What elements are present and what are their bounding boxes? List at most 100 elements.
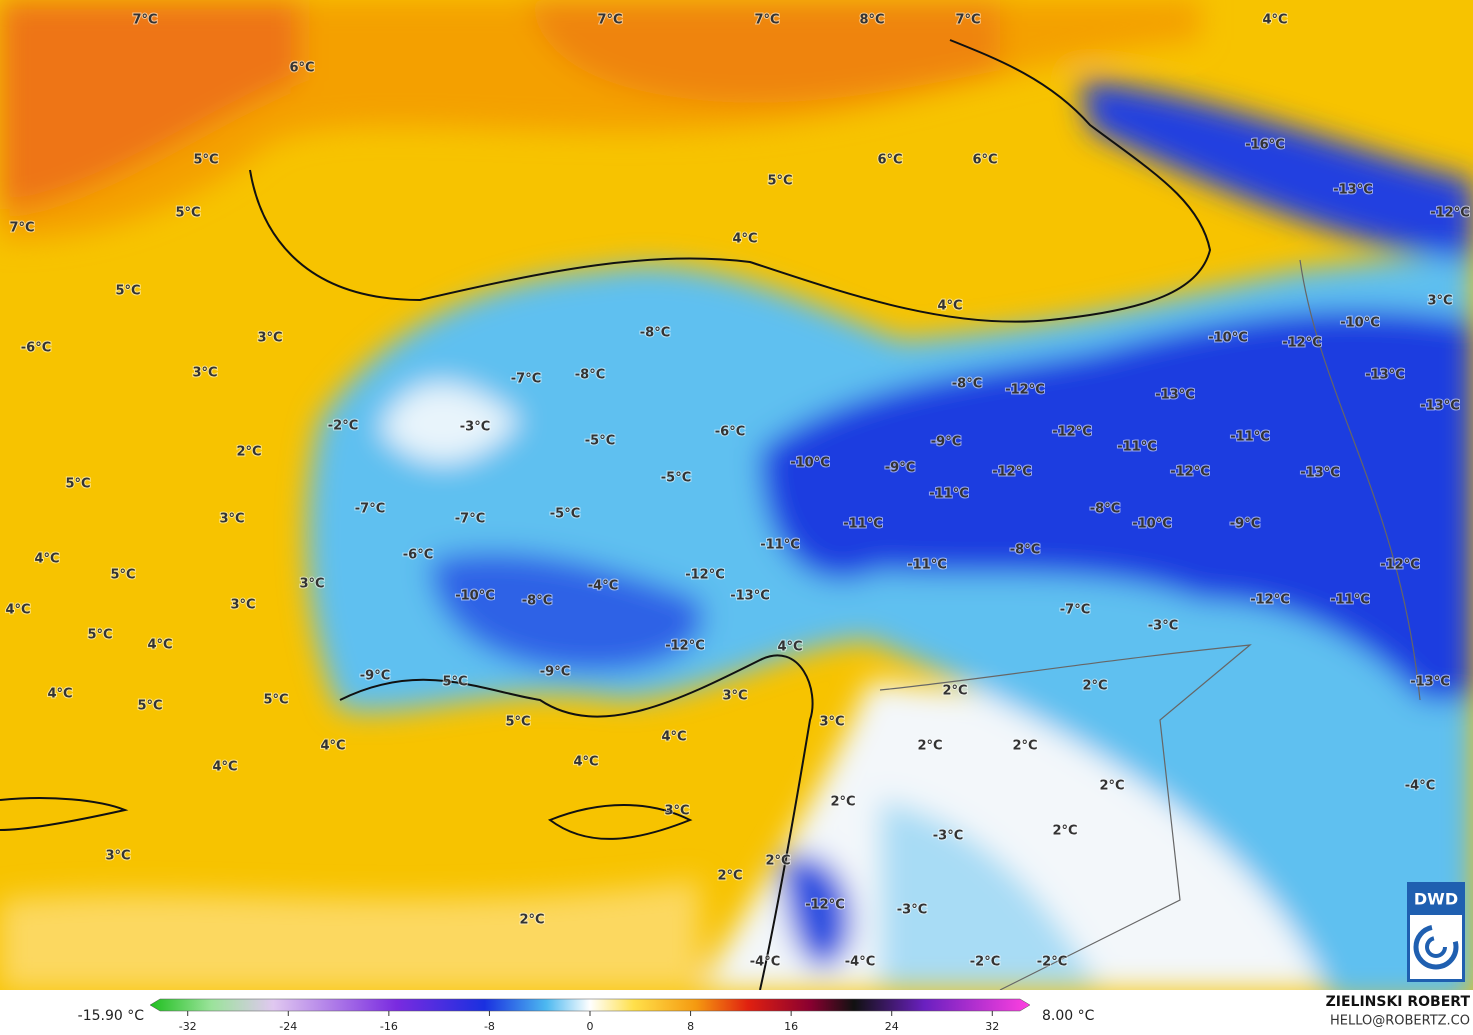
temperature-label: 3°C bbox=[219, 512, 244, 527]
temperature-label: -12°C bbox=[1380, 558, 1420, 573]
temperature-label: 3°C bbox=[722, 689, 747, 704]
colorbar-max: 8.00 °C bbox=[1042, 1008, 1095, 1024]
temperature-label: -12°C bbox=[1282, 336, 1322, 351]
temperature-label: 2°C bbox=[519, 913, 544, 928]
temperature-label: 7°C bbox=[9, 221, 34, 236]
temperature-label: 3°C bbox=[230, 598, 255, 613]
temperature-label: -3°C bbox=[933, 829, 963, 844]
temperature-label: -8°C bbox=[952, 377, 982, 392]
temperature-label: 3°C bbox=[1427, 294, 1452, 309]
temperature-label: -4°C bbox=[750, 955, 780, 970]
temperature-label: -13°C bbox=[1155, 388, 1195, 403]
temperature-label: -4°C bbox=[845, 955, 875, 970]
author: ZIELINSKI ROBERT bbox=[1326, 994, 1471, 1010]
temperature-label: -12°C bbox=[1430, 206, 1470, 221]
colorbar-tick-label: 16 bbox=[784, 1020, 798, 1033]
temperature-label: -5°C bbox=[550, 507, 580, 522]
temperature-label: -13°C bbox=[1333, 183, 1373, 198]
temperature-labels: 7°C 7°C 7°C 8°C 7°C 4°C 6°C 5°C 6°C 6°C -16°C 5°C -1… bbox=[4, 12, 1470, 971]
temperature-label: 3°C bbox=[105, 849, 130, 864]
temperature-label: -10°C bbox=[1340, 316, 1380, 331]
temperature-label: -5°C bbox=[661, 471, 691, 486]
temperature-label: -12°C bbox=[992, 465, 1032, 480]
temperature-label: -9°C bbox=[540, 665, 570, 680]
temperature-label: 5°C bbox=[65, 477, 90, 492]
temperature-label: -3°C bbox=[1148, 619, 1178, 634]
temperature-label: -7°C bbox=[355, 502, 385, 517]
temperature-label: -11°C bbox=[760, 538, 800, 553]
temperature-label: -8°C bbox=[522, 594, 552, 609]
temperature-label: 3°C bbox=[664, 804, 689, 819]
temperature-label: 2°C bbox=[830, 795, 855, 810]
temperature-label: 4°C bbox=[34, 552, 59, 567]
temperature-label: -4°C bbox=[1405, 779, 1435, 794]
temperature-label: -11°C bbox=[929, 487, 969, 502]
temperature-label: 2°C bbox=[1099, 779, 1124, 794]
temperature-label: -11°C bbox=[907, 558, 947, 573]
temperature-label: -9°C bbox=[885, 461, 915, 476]
temperature-label: 2°C bbox=[917, 739, 942, 754]
temperature-label: 7°C bbox=[754, 13, 779, 28]
temperature-label: -11°C bbox=[1330, 593, 1370, 608]
temperature-label: -7°C bbox=[511, 372, 541, 387]
temperature-label: 2°C bbox=[1082, 679, 1107, 694]
temperature-label: -12°C bbox=[1005, 383, 1045, 398]
colorbar-min: -15.90 °C bbox=[78, 1008, 145, 1024]
temperature-label: 2°C bbox=[1012, 739, 1037, 754]
colorbar: -32 -24 -16 -8 0 8 16 24 32 bbox=[149, 998, 1031, 1033]
temperature-label: -12°C bbox=[805, 898, 845, 913]
temperature-label: -6°C bbox=[403, 548, 433, 563]
logo-text: DWD bbox=[1414, 890, 1458, 909]
temperature-label: 7°C bbox=[132, 13, 157, 28]
temperature-label: -2°C bbox=[328, 419, 358, 434]
temperature-label: -2°C bbox=[970, 955, 1000, 970]
temperature-label: -10°C bbox=[790, 456, 830, 471]
temperature-label: -11°C bbox=[843, 517, 883, 532]
temperature-label: -11°C bbox=[1230, 430, 1270, 445]
temperature-label: -12°C bbox=[1052, 425, 1092, 440]
temperature-label: -10°C bbox=[1132, 517, 1172, 532]
temperature-label: 5°C bbox=[175, 206, 200, 221]
temperature-label: 5°C bbox=[115, 284, 140, 299]
temperature-label: -7°C bbox=[1060, 603, 1090, 618]
colorbar-tick-label: 0 bbox=[587, 1020, 594, 1033]
temperature-label: 2°C bbox=[942, 684, 967, 699]
temperature-label: -10°C bbox=[1208, 331, 1248, 346]
temperature-label: -12°C bbox=[685, 568, 725, 583]
temperature-label: 5°C bbox=[193, 153, 218, 168]
temperature-label: 5°C bbox=[87, 628, 112, 643]
temperature-label: -9°C bbox=[931, 435, 961, 450]
temperature-label: -9°C bbox=[360, 669, 390, 684]
temperature-label: 4°C bbox=[212, 760, 237, 775]
colorbar-tick-label: 32 bbox=[985, 1020, 999, 1033]
temperature-label: -11°C bbox=[1117, 440, 1157, 455]
temperature-label: -12°C bbox=[1170, 465, 1210, 480]
temperature-label: 4°C bbox=[777, 640, 802, 655]
temperature-label: 8°C bbox=[859, 13, 884, 28]
colorbar-tick-label: -24 bbox=[279, 1020, 297, 1033]
temperature-label: -12°C bbox=[1250, 593, 1290, 608]
colorbar-tick-label: -32 bbox=[179, 1020, 197, 1033]
temperature-label: 2°C bbox=[765, 854, 790, 869]
temperature-label: 5°C bbox=[505, 715, 530, 730]
temperature-label: -8°C bbox=[1010, 543, 1040, 558]
temperature-label: -12°C bbox=[665, 639, 705, 654]
temperature-label: -10°C bbox=[455, 589, 495, 604]
temperature-label: 4°C bbox=[661, 730, 686, 745]
temperature-label: -6°C bbox=[715, 425, 745, 440]
temperature-label: 6°C bbox=[289, 61, 314, 76]
temperature-label: -13°C bbox=[1300, 466, 1340, 481]
temperature-label: -3°C bbox=[460, 420, 490, 435]
contact: HELLO@ROBERTZ.CO bbox=[1330, 1014, 1470, 1029]
temperature-label: 2°C bbox=[1052, 824, 1077, 839]
temperature-label: -8°C bbox=[640, 326, 670, 341]
temperature-label: 4°C bbox=[732, 232, 757, 247]
colorbar-tick-label: 24 bbox=[885, 1020, 899, 1033]
temperature-label: -13°C bbox=[1365, 368, 1405, 383]
temperature-label: -7°C bbox=[455, 512, 485, 527]
temperature-label: 5°C bbox=[767, 174, 792, 189]
colorbar-tick-label: 8 bbox=[687, 1020, 694, 1033]
temperature-label: -13°C bbox=[1420, 399, 1460, 414]
temperature-label: 4°C bbox=[937, 299, 962, 314]
